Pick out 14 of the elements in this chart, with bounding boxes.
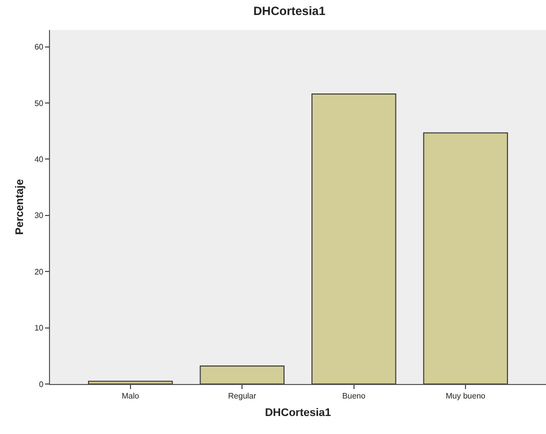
x-axis-title: DHCortesia1 — [264, 406, 332, 419]
y-tick-label: 40 — [34, 155, 44, 164]
x-tick-label: Muy bueno — [446, 392, 486, 401]
y-tick-label: 0 — [38, 380, 44, 389]
chart-title: DHCortesia1 — [253, 4, 326, 18]
y-tick-label: 30 — [34, 211, 44, 220]
y-tick-label: 20 — [34, 267, 44, 276]
x-tick-label: Bueno — [342, 392, 366, 401]
y-tick-label: 10 — [34, 324, 44, 333]
x-tick-label: Regular — [228, 392, 256, 401]
y-tick-label: 60 — [34, 42, 44, 52]
x-tick-label: Malo — [122, 392, 140, 401]
y-axis-title: Percentaje — [14, 179, 26, 235]
y-tick-label: 50 — [34, 98, 44, 108]
